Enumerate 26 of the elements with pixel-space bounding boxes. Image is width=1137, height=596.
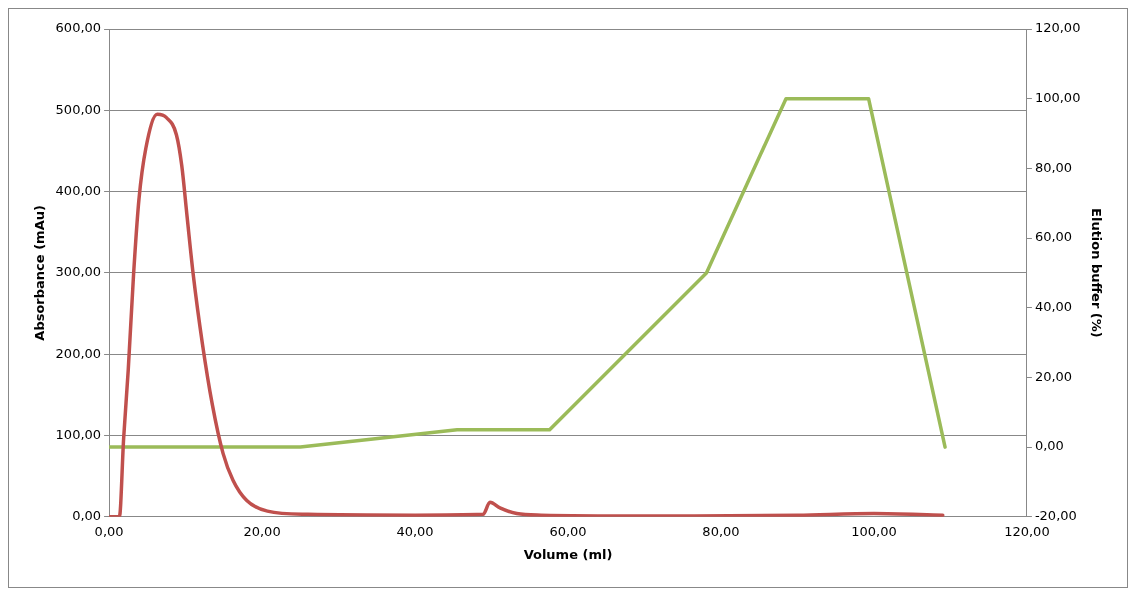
- x-tick-label: 20,00: [243, 523, 281, 539]
- y-tick-label: 200,00: [55, 345, 102, 361]
- y-tick-label: 0,00: [72, 508, 102, 524]
- x-tick-label: 60,00: [549, 523, 587, 539]
- y-axis-title: Absorbance (mAu): [32, 205, 48, 341]
- y2-tick-label: 60,00: [1034, 229, 1073, 245]
- y2-tick-label: 100,00: [1034, 90, 1081, 106]
- x-tick-label: 80,00: [702, 523, 740, 539]
- y2-tick-label: 0,00: [1034, 438, 1064, 454]
- y-tick-label: 600,00: [55, 20, 102, 36]
- y2-axis-title: Elution buffer (%): [1088, 208, 1104, 338]
- y2-tick-label: 40,00: [1034, 299, 1073, 315]
- y2-tick-label: 20,00: [1034, 368, 1073, 384]
- y2-tick-label: 120,00: [1034, 20, 1081, 36]
- y-tick-label: 500,00: [55, 101, 102, 117]
- x-tick-label: 0,00: [94, 523, 124, 539]
- y-tick-label: 400,00: [55, 182, 102, 198]
- x-tick-label: 40,00: [396, 523, 434, 539]
- y-tick-label: 100,00: [55, 426, 102, 442]
- y2-tick-label: 80,00: [1034, 159, 1073, 175]
- y-tick-label: 300,00: [55, 264, 102, 280]
- y2-tick-label: -20,00: [1034, 508, 1077, 524]
- x-tick-label: 120,00: [1004, 523, 1050, 539]
- line-series: [109, 112, 945, 517]
- x-axis-title: Volume (ml): [523, 546, 613, 562]
- x-tick-label: 100,00: [851, 523, 897, 539]
